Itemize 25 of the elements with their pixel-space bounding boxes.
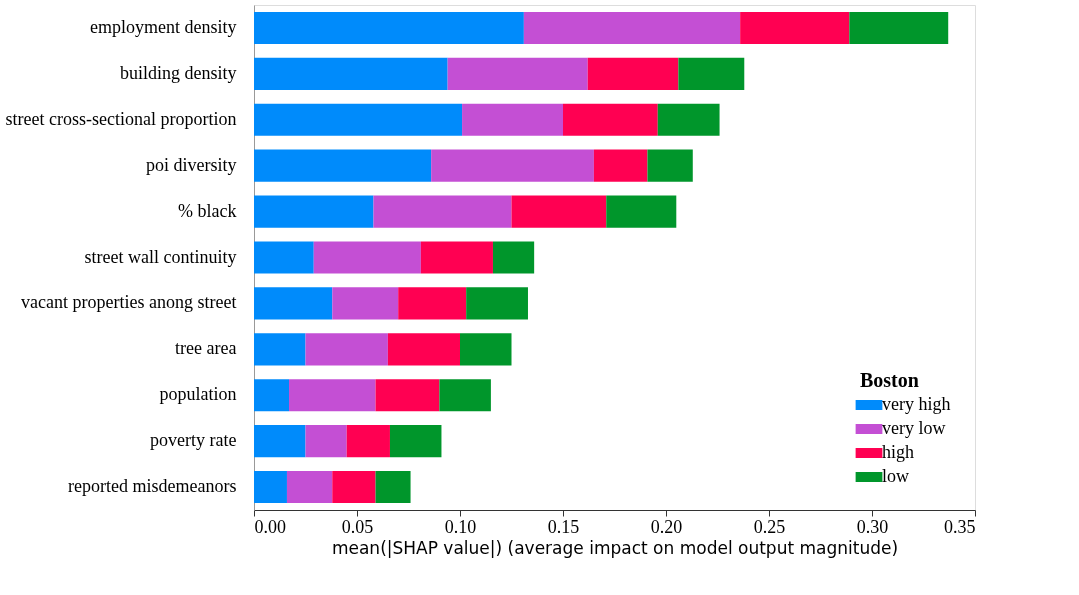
y-tick-label: tree area bbox=[175, 338, 237, 359]
y-tick-label: building density bbox=[120, 62, 237, 83]
x-tick-label: 0.25 bbox=[753, 516, 786, 537]
y-tick-label: % black bbox=[178, 200, 237, 221]
y-tick-label: vacant properties anong street bbox=[21, 292, 237, 313]
legend-label: high bbox=[882, 442, 915, 462]
x-tick-label: 0.05 bbox=[341, 516, 374, 537]
x-tick-label: 0.20 bbox=[650, 516, 683, 537]
y-tick-label: population bbox=[159, 384, 237, 405]
x-tick-label: 0.15 bbox=[547, 516, 580, 537]
x-tick-label: 0.30 bbox=[856, 516, 889, 537]
y-tick-label: employment density bbox=[90, 16, 237, 37]
legend-label: very low bbox=[882, 418, 946, 438]
y-tick-label: reported misdemeanors bbox=[68, 476, 237, 497]
legend-title: Boston bbox=[860, 369, 919, 391]
legend-label: low bbox=[882, 466, 909, 486]
x-axis-title: mean(|SHAP value|) (average impact on model output magnitude) bbox=[331, 537, 899, 558]
y-tick-label: poverty rate bbox=[150, 430, 237, 451]
x-tick-label: 0.10 bbox=[444, 516, 477, 537]
legend-label: very high bbox=[882, 394, 951, 414]
x-tick-label: 0.00 bbox=[254, 516, 286, 537]
y-tick-label: street cross-sectional proportion bbox=[5, 108, 237, 129]
x-tick-label: 0.35 bbox=[944, 516, 976, 537]
y-tick-label: street wall continuity bbox=[84, 246, 237, 267]
y-tick-label: poi diversity bbox=[146, 154, 237, 175]
